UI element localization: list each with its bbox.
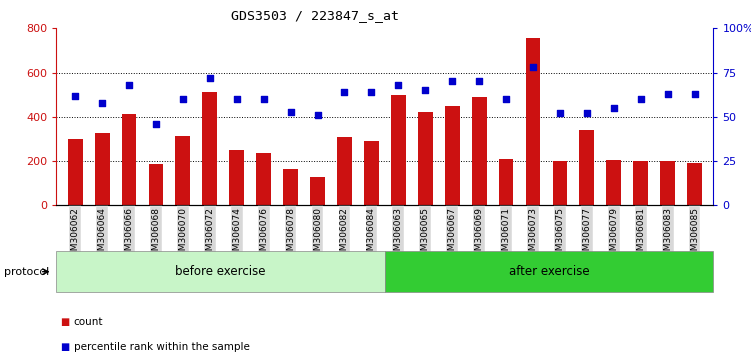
Text: GSM306074: GSM306074 [232,207,241,262]
Bar [283,170,298,205]
Point [635,96,647,102]
Point [177,96,189,102]
Point [446,79,458,84]
Point [231,96,243,102]
Text: GSM306068: GSM306068 [152,207,161,262]
Bar [203,92,217,205]
Text: before exercise: before exercise [175,265,266,278]
Text: after exercise: after exercise [509,265,590,278]
Text: GSM306073: GSM306073 [529,207,538,262]
Bar [580,130,594,205]
Text: GSM306079: GSM306079 [609,207,618,262]
Point [500,96,512,102]
Text: GSM306080: GSM306080 [313,207,322,262]
Point [123,82,135,88]
Bar [472,97,487,205]
Point [285,109,297,114]
Bar [256,153,271,205]
Point [339,89,351,95]
Bar [337,137,352,205]
Point [258,96,270,102]
Text: ■: ■ [60,317,69,327]
Text: GSM306067: GSM306067 [448,207,457,262]
Bar [68,139,83,205]
Text: GSM306076: GSM306076 [259,207,268,262]
Text: GSM306062: GSM306062 [71,207,80,262]
Point [392,82,404,88]
Bar [229,150,244,205]
Bar [660,161,675,205]
Point [312,112,324,118]
Text: protocol: protocol [4,267,49,277]
Point [473,79,485,84]
Text: GSM306084: GSM306084 [367,207,376,262]
Point [527,64,539,70]
Bar [95,133,110,205]
Bar [606,160,621,205]
Text: GSM306063: GSM306063 [394,207,403,262]
Bar [633,161,648,205]
Bar [526,38,541,205]
Text: GSM306071: GSM306071 [502,207,511,262]
Text: GSM306083: GSM306083 [663,207,672,262]
Point [69,93,81,98]
Point [150,121,162,127]
Text: GSM306077: GSM306077 [582,207,591,262]
Text: GSM306082: GSM306082 [340,207,349,262]
Bar [176,136,190,205]
Text: GSM306066: GSM306066 [125,207,134,262]
Point [96,100,108,105]
Text: GDS3503 / 223847_s_at: GDS3503 / 223847_s_at [231,9,400,22]
Bar [553,161,567,205]
Point [689,91,701,97]
Bar [499,159,514,205]
Bar [445,106,460,205]
Text: GSM306070: GSM306070 [179,207,188,262]
Text: ■: ■ [60,342,69,352]
Text: GSM306065: GSM306065 [421,207,430,262]
Point [204,75,216,81]
Text: GSM306081: GSM306081 [636,207,645,262]
Text: GSM306072: GSM306072 [205,207,214,262]
Text: GSM306085: GSM306085 [690,207,699,262]
Point [608,105,620,111]
Text: count: count [74,317,103,327]
Bar [149,164,164,205]
Text: percentile rank within the sample: percentile rank within the sample [74,342,249,352]
Text: GSM306064: GSM306064 [98,207,107,262]
Bar [687,163,702,205]
Bar [418,113,433,205]
Point [419,87,431,93]
Bar [310,177,325,205]
Bar [364,141,379,205]
Point [554,110,566,116]
Text: GSM306069: GSM306069 [475,207,484,262]
Point [581,110,593,116]
Bar [391,95,406,205]
Bar [122,114,137,205]
Text: GSM306075: GSM306075 [556,207,565,262]
Point [662,91,674,97]
Text: GSM306078: GSM306078 [286,207,295,262]
Point [366,89,378,95]
